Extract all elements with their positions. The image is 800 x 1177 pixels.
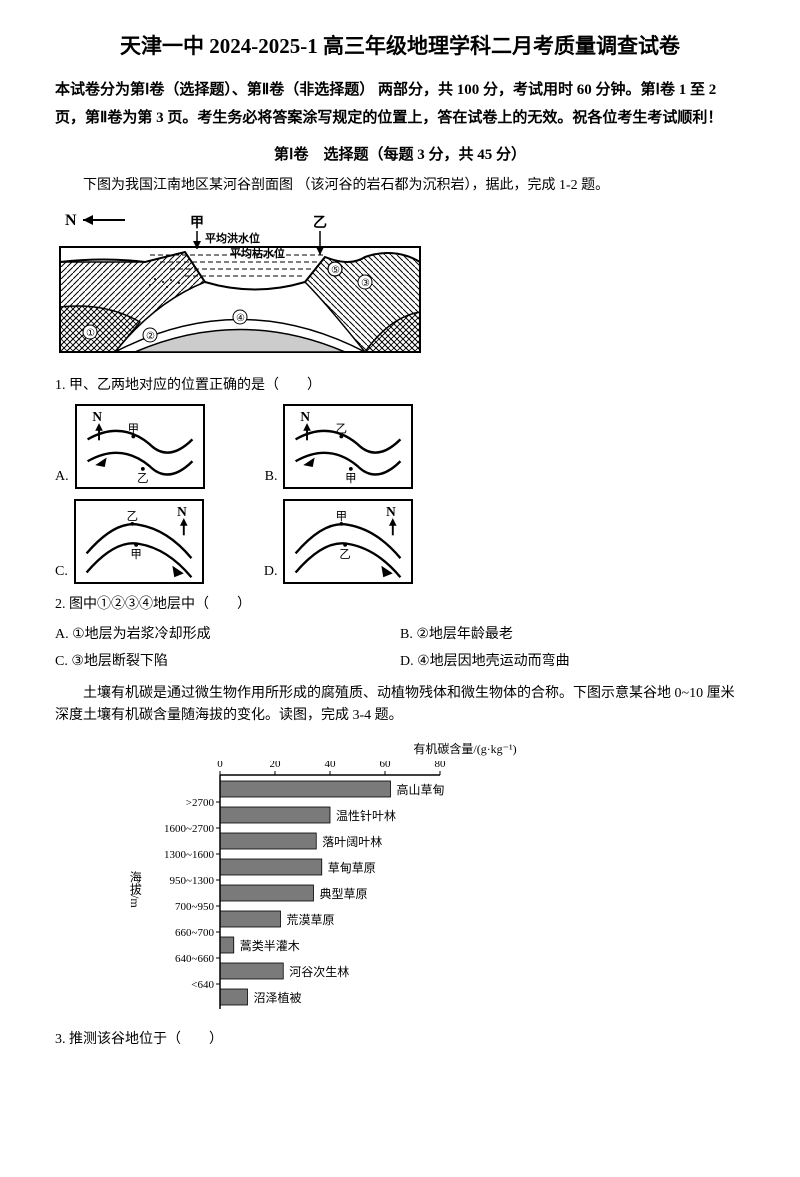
exam-title: 天津一中 2024-2025-1 高三年级地理学科二月考质量调查试卷	[55, 30, 745, 64]
svg-text:④: ④	[236, 313, 245, 324]
svg-text:荒漠草原: 荒漠草原	[287, 913, 335, 927]
svg-text:40: 40	[325, 761, 337, 770]
context-2: 土壤有机碳是通过微生物作用所形成的腐殖质、动植物残体和微生物体的合称。下图示意某…	[55, 683, 745, 728]
svg-text:>2700: >2700	[186, 797, 215, 809]
svg-text:平均洪水位: 平均洪水位	[205, 231, 260, 245]
svg-text:乙: 乙	[336, 422, 347, 435]
svg-text:20: 20	[270, 761, 282, 770]
svg-text:乙: 乙	[340, 548, 351, 561]
question-1: 1. 甲、乙两地对应的位置正确的是（ ）	[55, 375, 745, 397]
q2-option-a: A. ①地层为岩浆冷却形成	[55, 622, 400, 648]
svg-text:沼泽植被: 沼泽植被	[254, 990, 302, 1005]
svg-text:0: 0	[217, 761, 223, 770]
svg-text:N: N	[65, 212, 77, 229]
svg-text:<640: <640	[191, 979, 214, 991]
chart-ylabel: 海拔/m	[125, 871, 144, 908]
svg-text:乙: 乙	[126, 510, 137, 523]
q2-option-d: D. ④地层因地壳运动而弯曲	[400, 649, 745, 675]
q1-options-row-1: A. N 甲 乙 B. N 乙 甲	[55, 404, 745, 489]
svg-text:N: N	[387, 504, 397, 519]
q1-option-a-label: A.	[55, 466, 69, 488]
svg-text:640~660: 640~660	[175, 953, 214, 965]
main-cross-section-diagram: N 甲 乙 平均洪水位 平均枯水位	[55, 207, 745, 365]
svg-text:950~1300: 950~1300	[170, 875, 215, 887]
soil-carbon-chart: 有机碳含量/(g·kg⁻¹) 海拔/m 0 20 40 60 80 高山草甸温性针叶林落叶…	[125, 740, 745, 1017]
exam-intro: 本试卷分为第Ⅰ卷（选择题）、第Ⅱ卷（非选择题） 两部分，共 100 分，考试用时…	[55, 76, 745, 133]
svg-text:甲: 甲	[127, 423, 138, 435]
svg-text:甲: 甲	[336, 511, 347, 523]
svg-text:平均枯水位: 平均枯水位	[230, 246, 285, 260]
svg-text:①: ①	[86, 328, 95, 339]
svg-text:草甸草原: 草甸草原	[328, 861, 376, 875]
svg-text:N: N	[92, 409, 102, 424]
context-1: 下图为我国江南地区某河谷剖面图 （该河谷的岩石都为沉积岩），据此，完成 1-2 …	[55, 175, 745, 197]
svg-text:乙: 乙	[313, 215, 327, 231]
svg-text:高山草甸: 高山草甸	[397, 782, 445, 797]
q1-option-c-diagram: N 乙 甲	[74, 499, 204, 584]
q2-options: A. ①地层为岩浆冷却形成 B. ②地层年龄最老 C. ③地层断裂下陷 D. ④…	[55, 622, 745, 675]
svg-text:②: ②	[146, 331, 155, 342]
svg-text:乙: 乙	[137, 472, 148, 485]
svg-text:温性针叶林: 温性针叶林	[336, 808, 396, 823]
q1-options-row-2: C. N 乙 甲 D. N 甲 乙	[55, 499, 745, 584]
chart-xlabel: 有机碳含量/(g·kg⁻¹)	[185, 740, 745, 759]
svg-text:N: N	[301, 409, 311, 424]
svg-text:1300~1600: 1300~1600	[164, 849, 214, 861]
svg-text:③: ③	[361, 278, 370, 289]
svg-text:落叶阔叶林: 落叶阔叶林	[322, 835, 382, 849]
svg-text:700~950: 700~950	[175, 901, 214, 913]
section-header: 第Ⅰ卷 选择题（每题 3 分，共 45 分）	[55, 143, 745, 167]
svg-text:⑤: ⑤	[331, 265, 340, 276]
q1-option-b-diagram: N 乙 甲	[283, 404, 413, 489]
svg-text:甲: 甲	[130, 549, 141, 561]
svg-text:80: 80	[435, 761, 447, 770]
svg-text:1600~2700: 1600~2700	[164, 823, 214, 835]
q2-option-c: C. ③地层断裂下陷	[55, 649, 400, 675]
q1-option-a-diagram: N 甲 乙	[75, 404, 205, 489]
svg-text:甲: 甲	[190, 215, 204, 231]
question-2: 2. 图中①②③④地层中（ ）	[55, 594, 745, 616]
question-3: 3. 推测该谷地位于（ ）	[55, 1029, 745, 1051]
svg-text:典型草原: 典型草原	[320, 887, 368, 901]
q1-option-d-label: D.	[264, 561, 278, 583]
svg-text:N: N	[177, 504, 187, 519]
q1-option-d-diagram: N 甲 乙	[283, 499, 413, 584]
svg-text:蒿类半灌木: 蒿类半灌木	[240, 939, 300, 953]
q1-option-c-label: C.	[55, 561, 68, 583]
q2-option-b: B. ②地层年龄最老	[400, 622, 745, 648]
svg-text:河谷次生林: 河谷次生林	[289, 965, 349, 979]
svg-text:甲: 甲	[346, 473, 357, 485]
q1-option-b-label: B.	[265, 466, 278, 488]
svg-text:60: 60	[380, 761, 392, 770]
svg-text:660~700: 660~700	[175, 927, 214, 939]
